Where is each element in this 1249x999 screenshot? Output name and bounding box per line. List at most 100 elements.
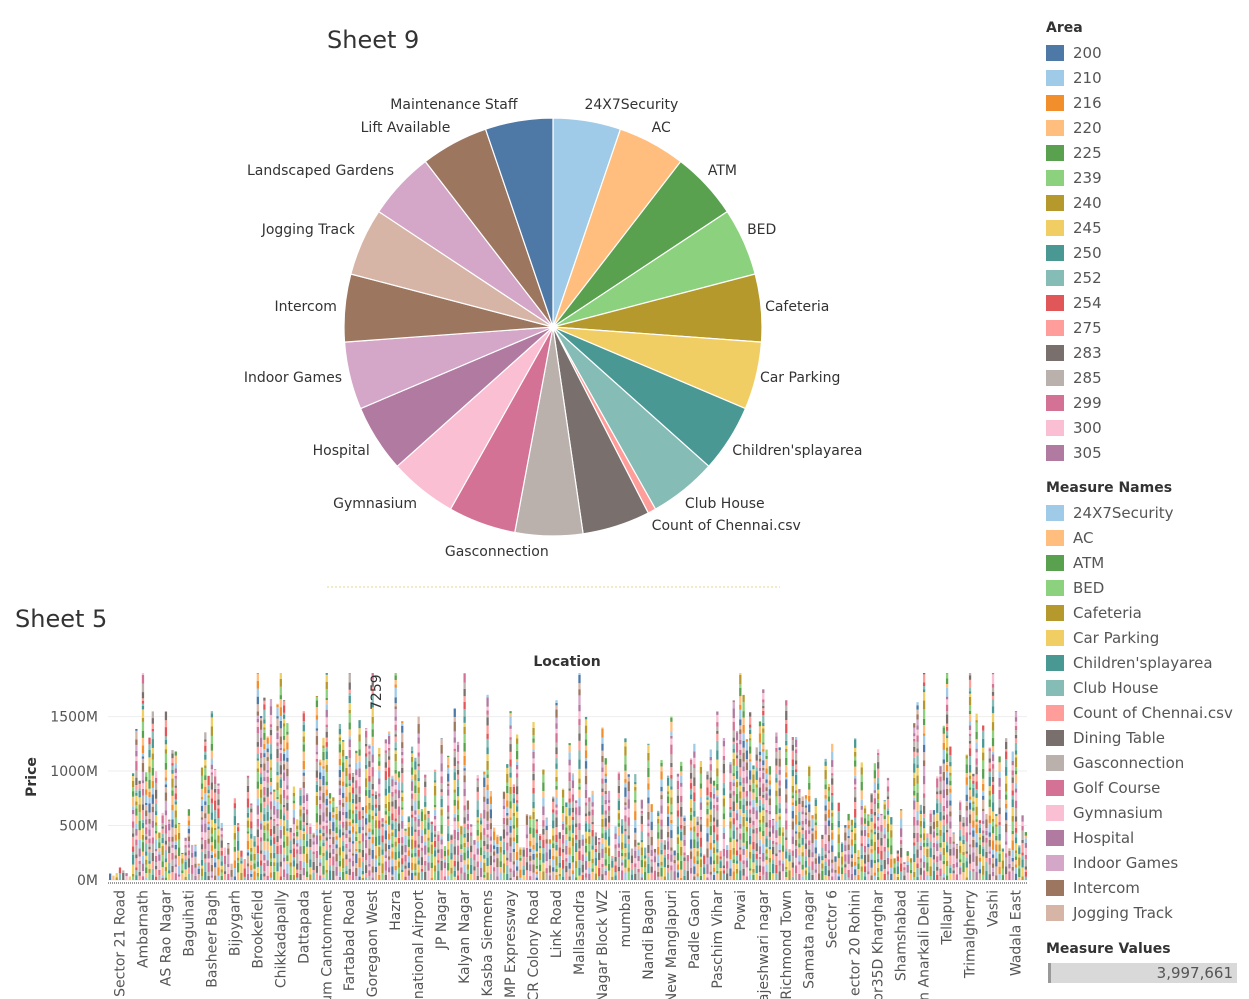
bar-paschim-vihar[interactable] — [706, 711, 729, 880]
bar-segment — [207, 829, 210, 839]
bar-segment — [351, 819, 355, 824]
bar-brookefield[interactable] — [246, 673, 269, 880]
legend-area-item-245[interactable]: 245 — [1046, 215, 1246, 240]
bar-segment — [627, 838, 630, 844]
bar-powai[interactable] — [729, 673, 752, 880]
bar-hazra[interactable] — [384, 673, 407, 880]
bar-segment — [922, 870, 926, 880]
bar-segment — [305, 863, 309, 872]
bar-segment — [939, 860, 942, 869]
bar-n-anarkali-delhi[interactable] — [913, 673, 936, 880]
bar-dattapada[interactable] — [292, 711, 315, 880]
bar-segment — [624, 859, 627, 868]
bar-segment — [414, 852, 417, 857]
bar-um-cantonment[interactable] — [315, 673, 338, 880]
bar-nandi-bagan[interactable] — [637, 743, 660, 880]
bar-segment — [269, 724, 273, 728]
bar-jp-nagar[interactable] — [430, 738, 453, 880]
bar-segment — [463, 852, 466, 861]
bar-segment — [476, 835, 479, 841]
bar-segment — [496, 846, 499, 854]
bar-segment — [250, 870, 253, 874]
bar-segment — [335, 875, 338, 880]
bar-mumbai[interactable] — [614, 738, 637, 880]
bar-segment — [489, 852, 493, 856]
bar-ambarnath[interactable] — [131, 673, 154, 880]
bar-segment — [214, 875, 217, 880]
bar-segment — [785, 813, 788, 821]
bar-segment — [909, 873, 913, 880]
bar-sector-21-road[interactable] — [109, 866, 131, 880]
legend-area-item-250[interactable]: 250 — [1046, 240, 1246, 265]
bar-segment — [335, 861, 338, 867]
bar-goregaon-west[interactable] — [361, 673, 384, 880]
bar-cr-colony-road[interactable] — [522, 722, 545, 880]
bar-chikkadapally[interactable] — [269, 673, 292, 880]
bar-ajeshwari-nagar[interactable] — [752, 689, 775, 880]
bar-basheer-bagh[interactable] — [200, 711, 223, 880]
bar-segment — [315, 695, 319, 698]
bar-segment — [486, 769, 489, 775]
pie-slice-maintenance-staff[interactable] — [484, 117, 554, 328]
bar-kasba-siemens[interactable] — [476, 694, 499, 880]
legend-area-item-240[interactable]: 240 — [1046, 190, 1246, 215]
bar-segment — [673, 871, 676, 880]
legend-area-item-275[interactable]: 275 — [1046, 315, 1246, 340]
bar-wadala-east[interactable] — [1005, 711, 1027, 880]
bar-bijoygarh[interactable] — [223, 798, 246, 880]
bar-padle-gaon[interactable] — [683, 743, 706, 880]
bar-or35d-kharghar[interactable] — [867, 749, 890, 880]
bar-richmond-town[interactable] — [775, 700, 798, 880]
bar-nagar-block-wz[interactable] — [591, 727, 614, 880]
bar-segment — [479, 876, 483, 880]
bar-segment — [519, 847, 522, 850]
bar-fartabad-road[interactable] — [338, 673, 361, 880]
bar-segment — [384, 771, 387, 781]
legend-area-item-299[interactable]: 299 — [1046, 390, 1246, 415]
bar-segment — [739, 719, 742, 726]
legend-area-item-225[interactable]: 225 — [1046, 140, 1246, 165]
bar-segment — [670, 797, 673, 805]
bar-segment — [460, 844, 463, 849]
bar-ector-20-rohini[interactable] — [844, 738, 867, 880]
bar-sector-6[interactable] — [821, 743, 844, 880]
bar-samata-nagar[interactable] — [798, 765, 821, 880]
bar-segment — [453, 766, 456, 769]
legend-area-item-285[interactable]: 285 — [1046, 365, 1246, 390]
bar-segment — [394, 706, 397, 709]
legend-area-item-220[interactable]: 220 — [1046, 115, 1246, 140]
bar-segment — [890, 854, 893, 859]
legend-area-item-252[interactable]: 252 — [1046, 265, 1246, 290]
legend-area-item-210[interactable]: 210 — [1046, 65, 1246, 90]
bar-segment — [161, 828, 164, 834]
bar-segment — [555, 817, 558, 828]
bar-tellapur[interactable] — [936, 673, 959, 880]
bar-segment — [214, 810, 217, 819]
legend-area-item-254[interactable]: 254 — [1046, 290, 1246, 315]
bar-national-airport[interactable] — [407, 716, 430, 880]
legend-area-item-200[interactable]: 200 — [1046, 40, 1246, 65]
bar-mallasandra[interactable] — [568, 673, 591, 880]
bar-segment — [968, 823, 972, 833]
bar-vashi[interactable] — [982, 673, 1005, 880]
bar-link-road[interactable] — [545, 700, 568, 880]
bar-mp-expressway[interactable] — [499, 711, 522, 880]
legend-area-item-239[interactable]: 239 — [1046, 165, 1246, 190]
bar-trimalgherry[interactable] — [959, 673, 982, 880]
bar-kalyan-nagar[interactable] — [453, 673, 476, 880]
legend-area-item-216[interactable]: 216 — [1046, 90, 1246, 115]
bar-segment — [466, 809, 470, 814]
bar-segment — [660, 865, 663, 868]
bar-segment — [762, 689, 765, 693]
bar-baguihati[interactable] — [177, 809, 200, 880]
bar-segment — [565, 807, 568, 817]
bar-segment — [207, 797, 210, 805]
bar-as-rao-nagar[interactable] — [154, 711, 177, 880]
legend-area-item-283[interactable]: 283 — [1046, 340, 1246, 365]
bar-segment — [263, 781, 266, 788]
bar-segment — [706, 864, 709, 874]
bar-new-manglapuri[interactable] — [660, 716, 683, 880]
bar-segment — [365, 795, 368, 806]
bar-shamshabad[interactable] — [890, 809, 913, 880]
bar-segment — [854, 789, 857, 798]
